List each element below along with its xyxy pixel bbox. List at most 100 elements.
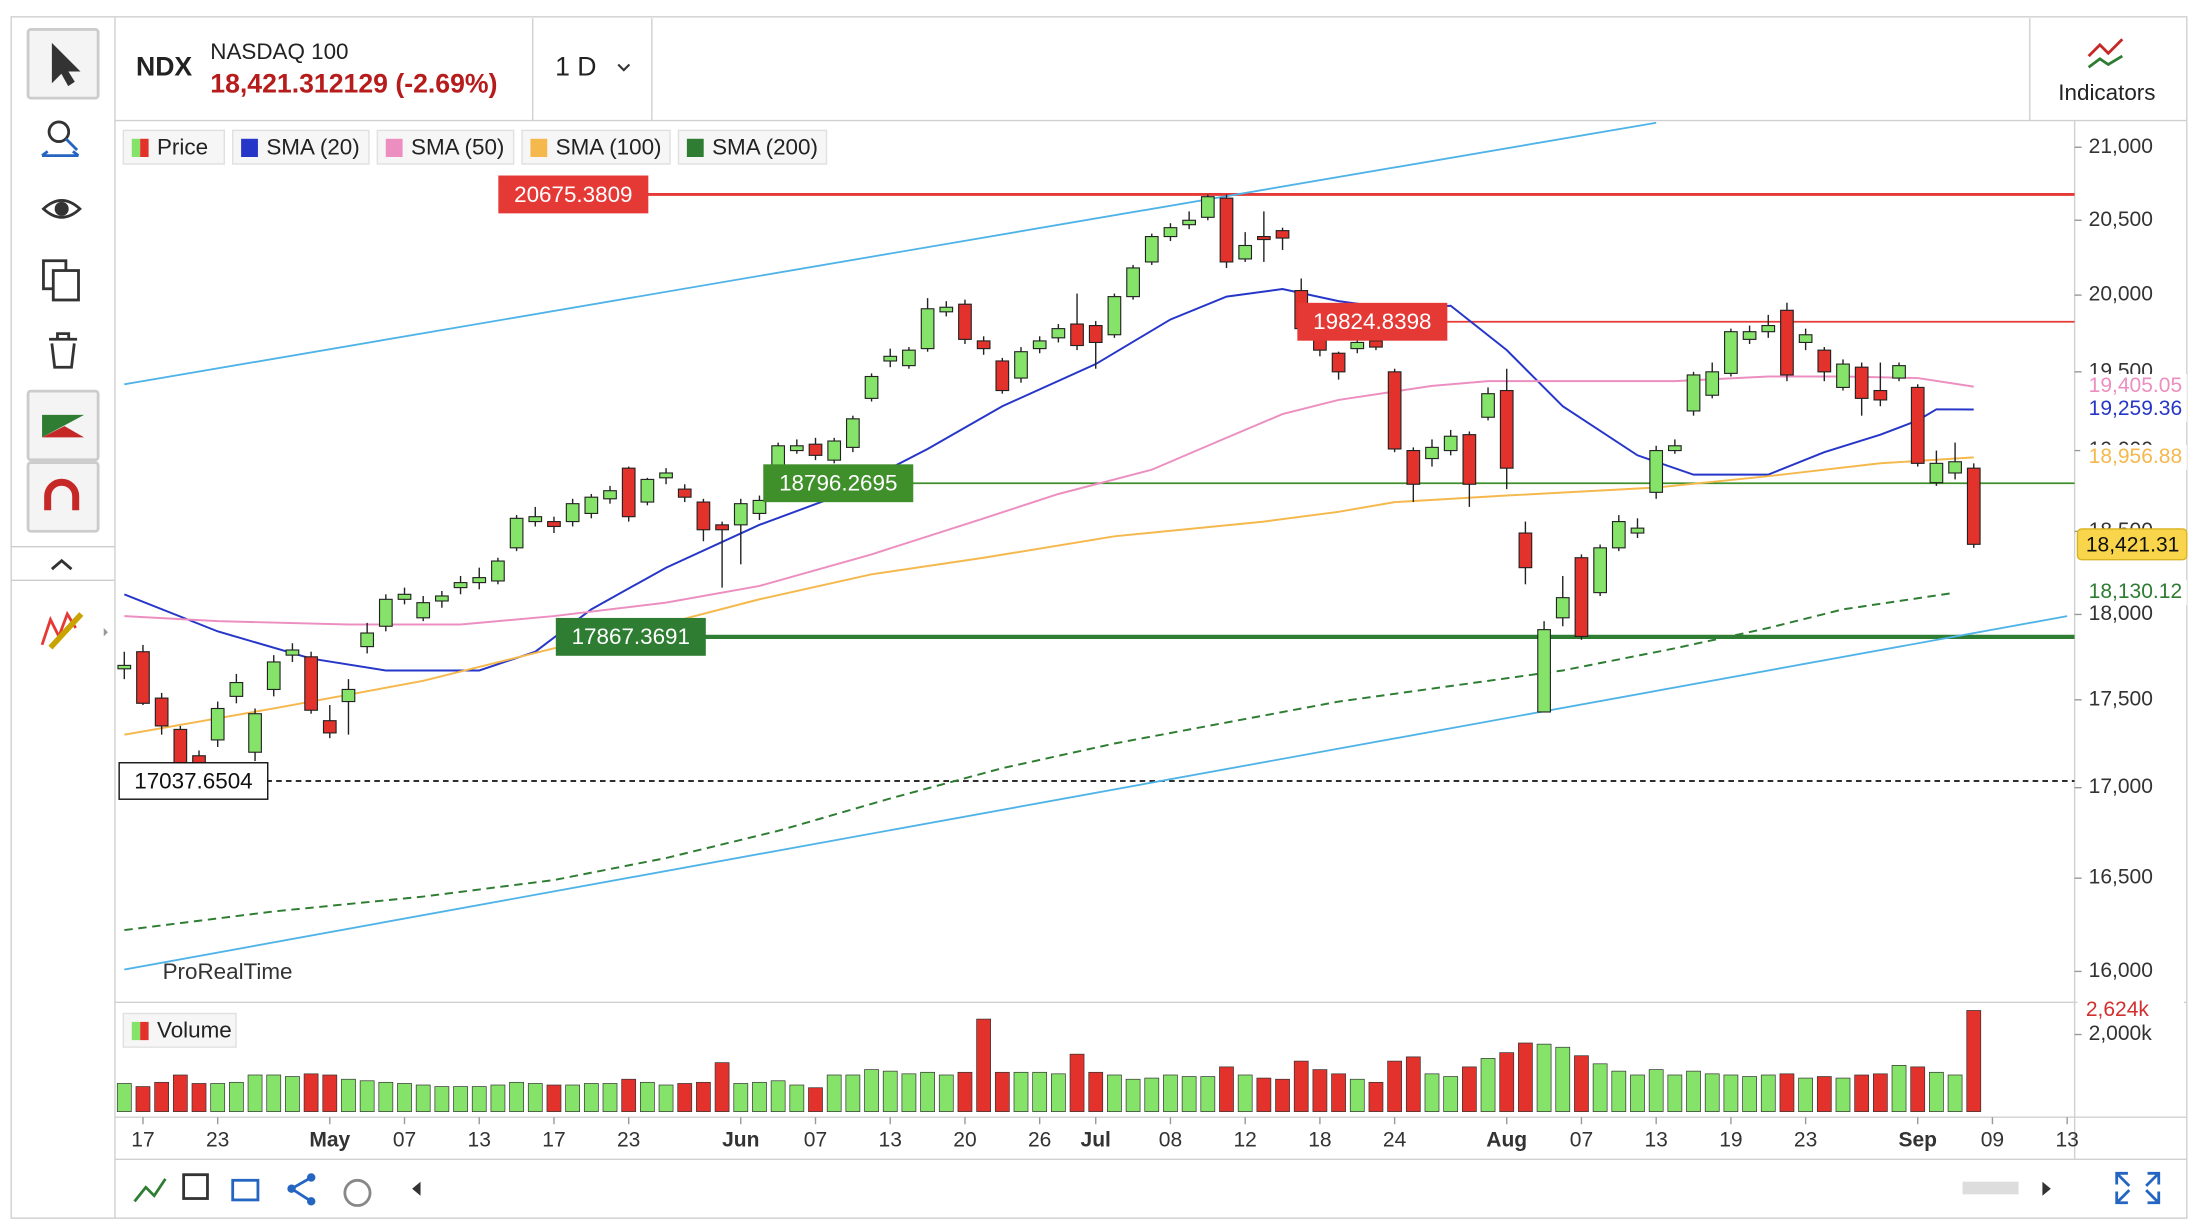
last-value-bg	[2080, 444, 2187, 471]
scroll-left[interactable]	[412, 1181, 421, 1196]
candle-body	[229, 681, 244, 697]
candle-body	[827, 440, 842, 461]
interval[interactable]: 1 D	[555, 52, 596, 82]
candle-body	[1873, 389, 1888, 401]
candle-body	[1630, 527, 1645, 534]
candle-body	[1032, 340, 1047, 350]
x-tick-label: 07	[393, 1129, 416, 1152]
candle-body	[696, 501, 711, 531]
save-icon[interactable]	[182, 1173, 209, 1200]
last-value-bg	[2080, 396, 2187, 423]
sma-line	[124, 456, 1974, 736]
level-label: 17037.6504	[134, 768, 252, 793]
candle-body	[1518, 532, 1533, 569]
volume-bar	[172, 1074, 188, 1112]
candle-body	[1966, 467, 1981, 545]
volume-bar	[1686, 1070, 1701, 1112]
layout-icon[interactable]	[231, 1178, 260, 1202]
volume-bar	[210, 1083, 226, 1112]
indicators-button[interactable]: Indicators	[2058, 38, 2155, 105]
volume-bar	[938, 1074, 954, 1112]
candle-body	[341, 688, 356, 703]
last-value-label: 18,130.12	[2089, 580, 2183, 603]
volume-bar	[285, 1076, 300, 1112]
volume-bar	[1237, 1074, 1253, 1112]
trend-line	[124, 121, 1657, 386]
volume-bar	[1779, 1073, 1795, 1112]
volume-bar	[453, 1086, 468, 1112]
trend-tool[interactable]	[42, 426, 85, 438]
magnet-tool[interactable]	[44, 478, 80, 511]
zoom-tool[interactable]	[47, 120, 71, 143]
candle-body	[1649, 450, 1664, 493]
delete-tool[interactable]	[49, 332, 78, 369]
chevron[interactable]	[617, 63, 631, 72]
draw-tool-more[interactable]	[103, 627, 108, 637]
last-price: 18,421.312129 (-2.69%)	[210, 69, 497, 99]
candle-body	[491, 560, 505, 582]
volume-bar	[1592, 1063, 1608, 1112]
copy-tool-front[interactable]	[51, 269, 80, 302]
candle-body	[435, 595, 449, 602]
tool-button[interactable]	[26, 461, 100, 533]
indicators-label[interactable]: Indicators	[2058, 80, 2155, 105]
level-label: 19824.8398	[1313, 309, 1431, 334]
volume-bar	[602, 1083, 618, 1112]
y-tick-label: 20,500	[2089, 208, 2153, 231]
candle-body	[1854, 366, 1869, 399]
candle-body	[789, 445, 804, 452]
cursor-tool[interactable]	[51, 42, 81, 87]
y-tick-label: 21,000	[2089, 135, 2153, 158]
y-tick-label: 20,000	[2089, 283, 2153, 306]
icon[interactable]	[2087, 54, 2124, 69]
candle-body	[902, 349, 916, 367]
volume-bar	[565, 1084, 581, 1112]
interval-select[interactable]: 1 D	[555, 52, 631, 82]
volume-bar	[1256, 1077, 1272, 1112]
fullscreen-icon[interactable]	[2115, 1171, 2161, 1205]
legend-swatch	[385, 138, 403, 157]
eye-tool[interactable]	[41, 199, 82, 219]
volume-bar	[1032, 1071, 1048, 1112]
scroll-right[interactable]	[2042, 1181, 2051, 1196]
footer-icon[interactable]	[133, 1178, 167, 1203]
volume-bar	[1910, 1066, 1926, 1112]
candle-body	[864, 375, 879, 399]
candle-body	[677, 488, 692, 498]
x-tick-label: 18	[1308, 1129, 1331, 1152]
candle-body	[453, 582, 468, 589]
volume-bar	[341, 1078, 356, 1112]
candle-body	[1163, 227, 1178, 238]
scroll-thumb[interactable]	[1962, 1181, 2019, 1195]
volume-bar	[1966, 1010, 1982, 1112]
volume-bar	[1107, 1074, 1122, 1112]
candle-body	[1200, 196, 1215, 218]
zoom-tool-icon[interactable]	[41, 137, 80, 157]
legend-label: Volume	[157, 1018, 232, 1043]
legend-label: SMA (20)	[266, 135, 359, 160]
candle-body	[136, 651, 150, 704]
trend-tool[interactable]	[42, 414, 85, 438]
volume-bar	[1816, 1076, 1832, 1112]
candle-body	[1275, 230, 1290, 239]
collapse-tool[interactable]	[50, 558, 73, 571]
volume-bar	[1181, 1076, 1197, 1112]
candle-body	[1256, 236, 1271, 241]
volume-bar	[1368, 1081, 1384, 1112]
volume-bar	[677, 1083, 693, 1112]
volume-bar	[733, 1083, 749, 1112]
volume-bar	[1275, 1078, 1290, 1112]
candle-body	[1406, 450, 1421, 485]
draw-tool-pencil[interactable]	[48, 612, 84, 650]
candle-body	[1948, 461, 1962, 474]
volume-last-label: 2,624k	[2086, 998, 2150, 1021]
candle-body	[1462, 434, 1477, 485]
volume-bar	[509, 1081, 524, 1112]
share-icon[interactable]	[290, 1176, 312, 1203]
volume-bar	[471, 1086, 487, 1112]
last-value-bg	[2080, 579, 2187, 606]
candle-body	[1238, 244, 1253, 260]
help-icon[interactable]	[343, 1178, 372, 1207]
eye-tool-pupil[interactable]	[54, 201, 69, 216]
icon[interactable]	[2087, 38, 2124, 58]
